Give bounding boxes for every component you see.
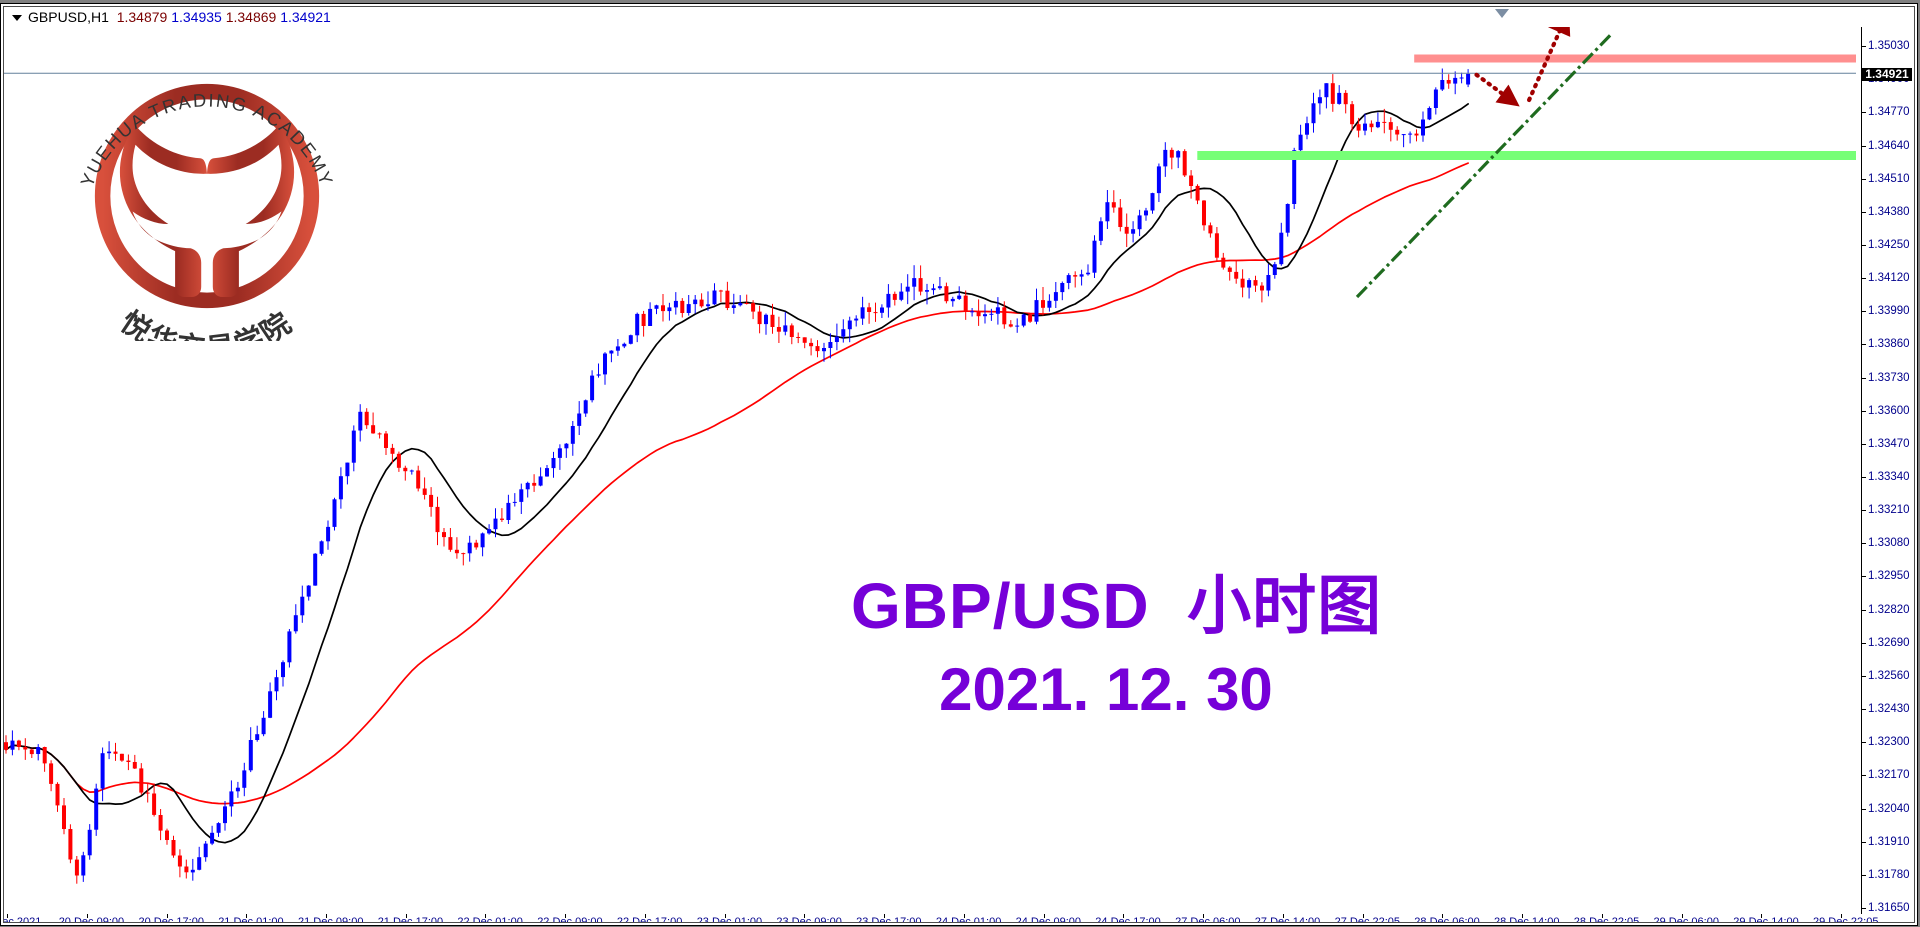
svg-text:悦华交易学院: 悦华交易学院 [115,304,300,341]
svg-text:YUEHUA TRADING ACADEMY: YUEHUA TRADING ACADEMY [76,89,338,189]
